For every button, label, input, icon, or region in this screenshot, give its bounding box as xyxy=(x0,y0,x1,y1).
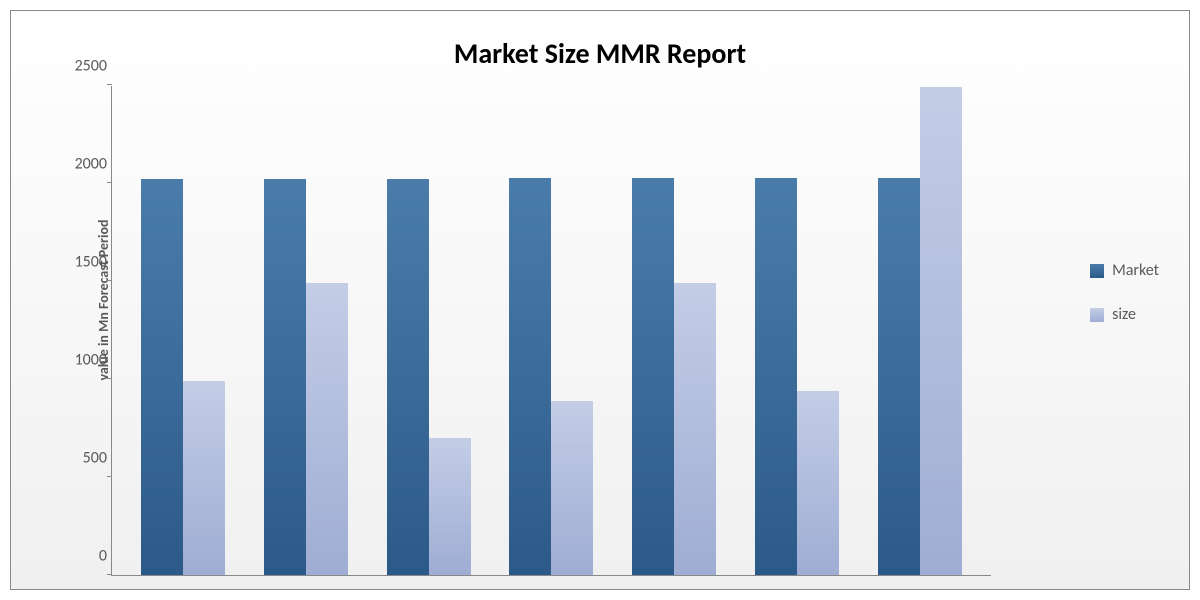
bar-group xyxy=(509,178,593,575)
bar-size xyxy=(183,381,225,575)
bar-group xyxy=(755,178,839,575)
bar-size xyxy=(429,438,471,575)
bar-market xyxy=(755,178,797,575)
legend-label-market: Market xyxy=(1112,261,1159,280)
bar-market xyxy=(632,178,674,575)
bar-size xyxy=(306,283,348,575)
bar-size xyxy=(674,283,716,575)
bars-container xyxy=(112,86,991,575)
bar-size xyxy=(551,401,593,575)
y-tick-label: 0 xyxy=(57,547,107,566)
bar-group xyxy=(878,87,962,575)
chart-container: Market Size MMR Report value in Mn Forec… xyxy=(10,10,1190,590)
bar-market xyxy=(509,178,551,575)
legend-item-size: size xyxy=(1090,305,1159,324)
legend-swatch-size xyxy=(1090,308,1104,322)
bar-market xyxy=(264,179,306,575)
legend-label-size: size xyxy=(1112,305,1136,324)
bar-group xyxy=(387,179,471,575)
bar-group xyxy=(264,179,348,575)
y-tick-mark xyxy=(107,84,112,85)
bar-group xyxy=(141,179,225,575)
y-tick-label: 500 xyxy=(57,449,107,468)
bar-market xyxy=(878,178,920,575)
bar-size xyxy=(920,87,962,575)
y-tick-label: 2500 xyxy=(57,57,107,76)
bar-market xyxy=(141,179,183,575)
bar-size xyxy=(797,391,839,575)
chart-title: Market Size MMR Report xyxy=(454,36,746,71)
legend: Market size xyxy=(1090,261,1159,349)
y-tick-label: 2000 xyxy=(57,155,107,174)
legend-swatch-market xyxy=(1090,264,1104,278)
y-tick-label: 1000 xyxy=(57,351,107,370)
plot-area: 05001000150020002500 xyxy=(111,86,991,576)
bar-market xyxy=(387,179,429,575)
y-tick-label: 1500 xyxy=(57,253,107,272)
legend-item-market: Market xyxy=(1090,261,1159,280)
bar-group xyxy=(632,178,716,575)
